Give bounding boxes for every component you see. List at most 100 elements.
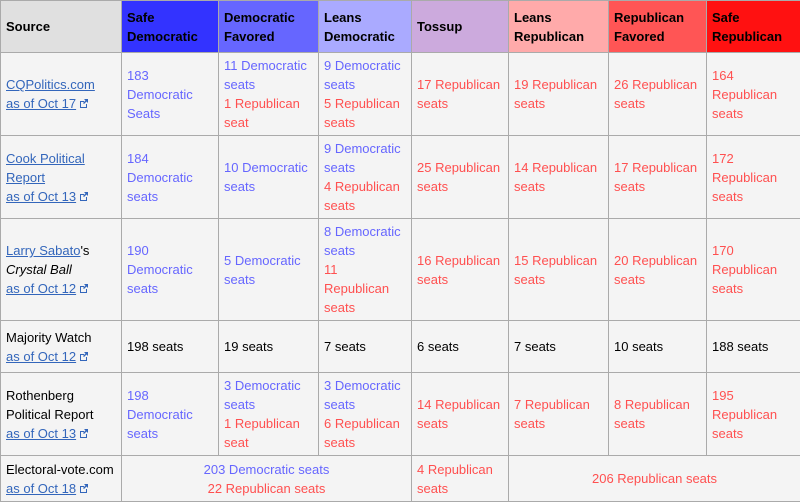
seat-count: 5 Democratic seats [224,251,313,289]
as-of-date-link[interactable]: as of Oct 18 [6,481,89,496]
source-name: Rothenberg Political Report [6,388,93,422]
seat-count: 9 Democratic seats [324,139,406,177]
seat-count: 22 Republican seats [127,479,406,498]
as-of-date-link[interactable]: as of Oct 12 [6,349,89,364]
seat-count: 14 Republican seats [514,158,603,196]
cell-leans-democratic: 7 seats [319,321,412,373]
seat-count: 5 Republican seats [324,94,406,132]
column-header-democratic-favored: Democratic Favored [219,1,319,53]
source-cell: Majority Watch as of Oct 12 [1,321,122,373]
seat-count: 25 Republican seats [417,158,503,196]
cell-leans-republican: 19 Republican seats [509,53,609,136]
seat-count: 3 Democratic seats [324,376,406,414]
as-of-date-label: as of Oct 13 [6,426,76,441]
seat-count: 15 Republican seats [514,251,603,289]
cell-tossup: 16 Republican seats [412,219,509,321]
seat-count: 4 Republican seats [417,460,503,498]
seat-count: 190 Democratic seats [127,241,213,298]
external-link-icon [79,428,89,438]
seat-count: 11 Democratic seats [224,56,313,94]
seat-count: 7 Republican seats [514,395,603,433]
source-cell: Larry Sabato's Crystal Ball as of Oct 12 [1,219,122,321]
external-link-icon [79,98,89,108]
cell-safe-democratic: 190 Democratic seats [122,219,219,321]
cell-democratic-favored: 10 Democratic seats [219,136,319,219]
source-cell: Rothenberg Political Report as of Oct 13 [1,373,122,456]
seat-count: 10 seats [614,337,701,356]
cell-republican-favored: 8 Republican seats [609,373,707,456]
seat-count: 10 Democratic seats [224,158,313,196]
seat-count: 188 seats [712,337,795,356]
source-link[interactable]: Cook Political Report [6,151,85,185]
column-header-leans-republican: Leans Republican [509,1,609,53]
seat-count: 6 seats [417,337,503,356]
seat-count: 206 Republican seats [514,469,795,488]
source-name: Majority Watch [6,330,91,345]
table-row-cook-political-report: Cook Political Report as of Oct 13 184 D… [1,136,800,219]
seat-count: 1 Republican seat [224,414,313,452]
cell-safe-republican: 164 Republican seats [707,53,800,136]
cell-safe-democratic: 198 seats [122,321,219,373]
cell-safe-democratic: 198 Democratic seats [122,373,219,456]
seat-count: 3 Democratic seats [224,376,313,414]
seat-count: 172 Republican seats [712,149,795,206]
cell-tossup: 25 Republican seats [412,136,509,219]
column-header-safe-republican: Safe Republican [707,1,800,53]
source-link[interactable]: CQPolitics.com [6,77,95,92]
external-link-icon [79,351,89,361]
cell-leans-republican: 7 seats [509,321,609,373]
as-of-date-link[interactable]: as of Oct 17 [6,96,89,111]
cell-safe-republican: 195 Republican seats [707,373,800,456]
cell-republican-favored: 10 seats [609,321,707,373]
as-of-date-label: as of Oct 18 [6,481,76,496]
external-link-icon [79,483,89,493]
seat-count: 170 Republican seats [712,241,795,298]
seat-count: 203 Democratic seats [127,460,406,479]
seat-count: 7 seats [514,337,603,356]
seat-count: 8 Democratic seats [324,222,406,260]
as-of-date-link[interactable]: as of Oct 12 [6,281,89,296]
seat-count: 19 seats [224,337,313,356]
cell-republican-favored: 20 Republican seats [609,219,707,321]
seat-count: 17 Republican seats [614,158,701,196]
seat-count: 195 Republican seats [712,386,795,443]
column-header-safe-democratic: Safe Democratic [122,1,219,53]
seat-count: 4 Republican seats [324,177,406,215]
cell-leans-republican: 14 Republican seats [509,136,609,219]
seat-count: 9 Democratic seats [324,56,406,94]
cell-tossup: 6 seats [412,321,509,373]
seat-count: 14 Republican seats [417,395,503,433]
seat-count: 198 Democratic seats [127,386,213,443]
cell-democratic-favored: 5 Democratic seats [219,219,319,321]
table-row-electoral-vote: Electoral-vote.com as of Oct 18 203 Demo… [1,456,800,502]
cell-tossup: 17 Republican seats [412,53,509,136]
column-header-leans-democratic: Leans Democratic [319,1,412,53]
external-link-icon [79,191,89,201]
source-name: Electoral-vote.com [6,462,114,477]
cell-republican-favored: 17 Republican seats [609,136,707,219]
external-link-icon [79,283,89,293]
as-of-date-label: as of Oct 13 [6,189,76,204]
seat-count: 198 seats [127,337,213,356]
seat-count: 6 Republican seats [324,414,406,452]
table-row-rothenberg: Rothenberg Political Report as of Oct 13… [1,373,800,456]
column-header-source: Source [1,1,122,53]
source-cell: Cook Political Report as of Oct 13 [1,136,122,219]
source-suffix: 's [80,243,89,258]
source-link[interactable]: Larry Sabato [6,243,80,258]
cell-leans-republican: 7 Republican seats [509,373,609,456]
as-of-date-link[interactable]: as of Oct 13 [6,189,89,204]
cell-republican-favored: 26 Republican seats [609,53,707,136]
cell-democratic-favored: 19 seats [219,321,319,373]
as-of-date-link[interactable]: as of Oct 13 [6,426,89,441]
cell-tossup: 14 Republican seats [412,373,509,456]
seat-count: 7 seats [324,337,406,356]
column-header-tossup: Tossup [412,1,509,53]
cell-safe-democratic: 184 Democratic seats [122,136,219,219]
